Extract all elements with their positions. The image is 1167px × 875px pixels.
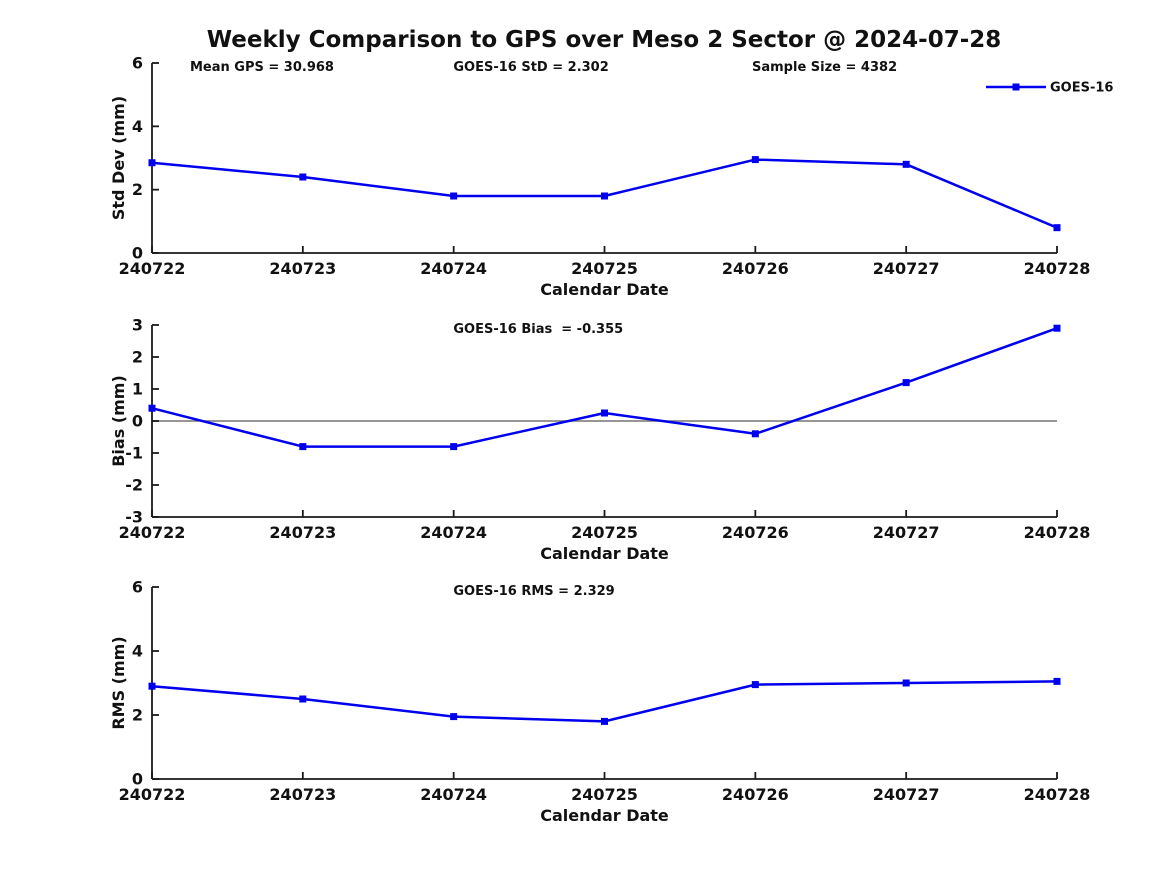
std-dev-annotation: Mean GPS = 30.968	[190, 60, 334, 75]
x-tick-label: 240728	[1024, 785, 1091, 804]
x-tick-label: 240725	[571, 785, 638, 804]
y-tick-label: 0	[132, 244, 143, 263]
y-tick-label: 4	[132, 117, 143, 136]
y-tick-label: 0	[132, 770, 143, 789]
rms-series-line	[151, 680, 1058, 723]
y-tick-label: 6	[132, 578, 143, 597]
y-tick-label: 0	[132, 412, 143, 431]
data-point-marker	[751, 156, 759, 164]
y-axis-label: Std Dev (mm)	[109, 96, 128, 220]
x-tick-label: 240726	[722, 785, 789, 804]
data-point-marker	[902, 679, 910, 687]
data-point-marker	[751, 681, 759, 689]
data-point-marker	[751, 430, 759, 438]
x-tick-label: 240723	[269, 523, 336, 542]
x-tick-label: 240727	[873, 785, 940, 804]
x-tick-label: 240728	[1024, 259, 1091, 278]
y-tick-label: -2	[125, 476, 143, 495]
x-tick-label: 240723	[269, 785, 336, 804]
x-tick-label: 240726	[722, 523, 789, 542]
data-point-marker	[299, 695, 307, 703]
data-point-marker	[601, 192, 608, 200]
x-tick-label: 240726	[722, 259, 789, 278]
bias-annotation: GOES-16 Bias = -0.355	[453, 322, 623, 337]
legend-label: GOES-16	[1050, 81, 1113, 96]
y-tick-label: 1	[132, 380, 143, 399]
data-point-marker	[450, 192, 458, 200]
data-point-marker	[601, 409, 608, 417]
y-tick-label: 6	[132, 54, 143, 73]
x-tick-label: 240727	[873, 523, 940, 542]
x-tick-label: 240725	[571, 259, 638, 278]
data-point-marker	[450, 443, 458, 451]
data-point-marker	[148, 159, 156, 167]
y-tick-label: 2	[132, 180, 143, 199]
y-tick-label: 2	[132, 706, 143, 725]
x-axis-label: Calendar Date	[540, 280, 669, 299]
y-axis-label: Bias (mm)	[109, 375, 128, 467]
data-point-marker	[148, 682, 156, 690]
bias-series-line	[151, 327, 1058, 448]
x-axis-label: Calendar Date	[540, 544, 669, 563]
std-dev-annotation: Sample Size = 4382	[752, 60, 897, 75]
y-tick-label: -3	[125, 508, 143, 527]
data-point-marker	[299, 443, 307, 451]
std-dev-annotation: GOES-16 StD = 2.302	[453, 60, 608, 75]
x-tick-label: 240724	[420, 259, 487, 278]
data-point-marker	[148, 404, 156, 412]
x-tick-label: 240725	[571, 523, 638, 542]
y-tick-label: 4	[132, 642, 143, 661]
x-tick-label: 240722	[119, 785, 186, 804]
y-tick-label: 2	[132, 348, 143, 367]
data-point-marker	[601, 717, 608, 725]
x-tick-label: 240723	[269, 259, 336, 278]
x-tick-label: 240727	[873, 259, 940, 278]
data-point-marker	[299, 173, 307, 181]
legend: GOES-16	[986, 81, 1113, 96]
x-tick-label: 240724	[420, 785, 487, 804]
x-tick-label: 240728	[1024, 523, 1091, 542]
rms-subplot: 0 2 4 6 240722 240723 240724 240725 240726 240727…	[109, 578, 1090, 826]
y-tick-label: -1	[125, 444, 143, 463]
data-point-marker	[902, 379, 910, 387]
x-tick-label: 240722	[119, 259, 186, 278]
figure-title: Weekly Comparison to GPS over Meso 2 Sec…	[206, 27, 1002, 53]
data-point-marker	[1053, 224, 1061, 232]
x-tick-label: 240724	[420, 523, 487, 542]
data-point-marker	[902, 160, 910, 168]
std-dev-subplot: 0 2 4 6 240722 240723 240724 240725 240726 240727…	[109, 54, 1113, 300]
y-axis-label: RMS (mm)	[109, 636, 128, 729]
data-point-marker	[450, 713, 458, 721]
y-tick-label: 3	[132, 316, 143, 335]
data-point-marker	[1053, 324, 1061, 332]
legend-marker	[1012, 83, 1020, 91]
data-point-marker	[1053, 677, 1061, 685]
rms-annotation: GOES-16 RMS = 2.329	[453, 584, 614, 599]
x-axis-label: Calendar Date	[540, 806, 669, 825]
x-tick-label: 240722	[119, 523, 186, 542]
